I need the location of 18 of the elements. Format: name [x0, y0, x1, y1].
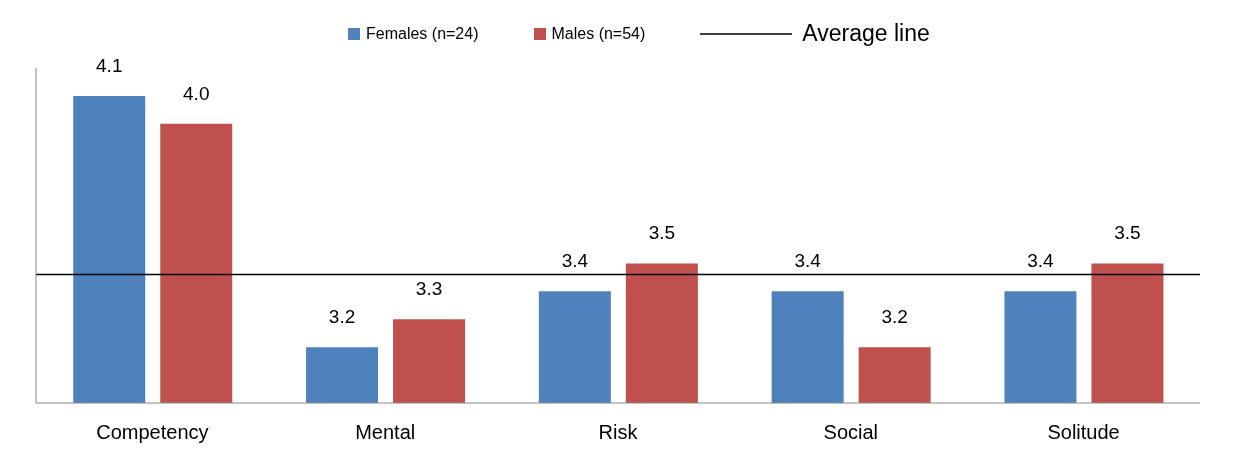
data-label: 3.3: [415, 278, 443, 300]
x-tick-label: Risk: [598, 421, 639, 444]
data-label: 3.4: [561, 250, 589, 272]
data-label: 3.5: [1114, 222, 1141, 244]
data-label: 3.5: [648, 222, 676, 244]
data-label: 3.2: [328, 306, 356, 328]
data-label: 4.0: [183, 82, 210, 104]
x-tick-label: Social: [823, 421, 879, 444]
legend-label: Males (n=54): [550, 24, 646, 43]
x-tick-label: Competency: [96, 421, 209, 444]
data-label: 3.4: [1027, 250, 1055, 272]
x-tick-label: Solitude: [1047, 421, 1120, 444]
data-label: 4.1: [96, 54, 123, 76]
x-tick-label: Mental: [355, 421, 416, 444]
legend-label: Average line: [801, 20, 930, 47]
data-label: 3.2: [881, 306, 908, 328]
data-label: 3.4: [794, 250, 822, 272]
legend-label: Females (n=24): [365, 24, 479, 43]
